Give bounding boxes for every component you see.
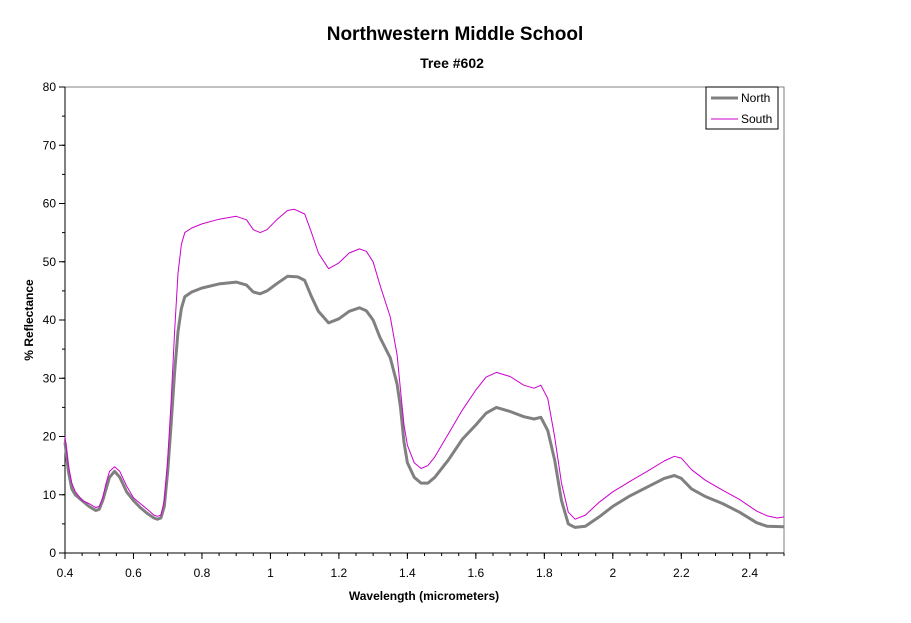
y-tick-label: 0 (49, 546, 56, 560)
x-tick-label: 0.6 (125, 566, 142, 580)
x-tick-label: 1 (267, 566, 274, 580)
y-tick-label: 10 (43, 488, 57, 502)
y-tick-label: 20 (43, 430, 57, 444)
x-tick-label: 1.4 (399, 566, 416, 580)
chart-subtitle: Tree #602 (420, 55, 484, 71)
legend: North South (705, 86, 779, 130)
series-line-north (63, 274, 785, 529)
series-layer (63, 208, 785, 529)
x-tick-label: 0.8 (194, 566, 211, 580)
x-tick-label: 2.4 (741, 566, 758, 580)
chart-title: Northwestern Middle School (327, 24, 584, 45)
legend-label-north: North (741, 91, 770, 105)
y-tick-label: 50 (43, 255, 57, 269)
x-tick-label: 1.2 (331, 566, 348, 580)
x-tick-label: 1.8 (536, 566, 553, 580)
x-tick-label: 2 (609, 566, 616, 580)
x-tick-label: 2.2 (673, 566, 690, 580)
series-line-south (64, 208, 785, 520)
legend-label-south: South (741, 112, 772, 126)
y-tick-label: 30 (43, 371, 57, 385)
y-tick-label: 70 (43, 138, 57, 152)
x-axis-label: Wavelength (micrometers) (349, 589, 499, 603)
y-tick-label: 80 (43, 80, 57, 94)
y-tick-label: 60 (43, 197, 57, 211)
legend-box (705, 86, 779, 130)
x-tick-label: 1.6 (468, 566, 485, 580)
y-tick-label: 40 (43, 313, 57, 327)
x-tick-label: 0.4 (57, 566, 74, 580)
y-axis-label: % Reflectance (22, 279, 36, 361)
axes: 0.4 0.6 0.8 1 1.2 1.4 1.6 1.8 2 2.2 2.4 0 10 20 30 40 50… (43, 80, 785, 580)
